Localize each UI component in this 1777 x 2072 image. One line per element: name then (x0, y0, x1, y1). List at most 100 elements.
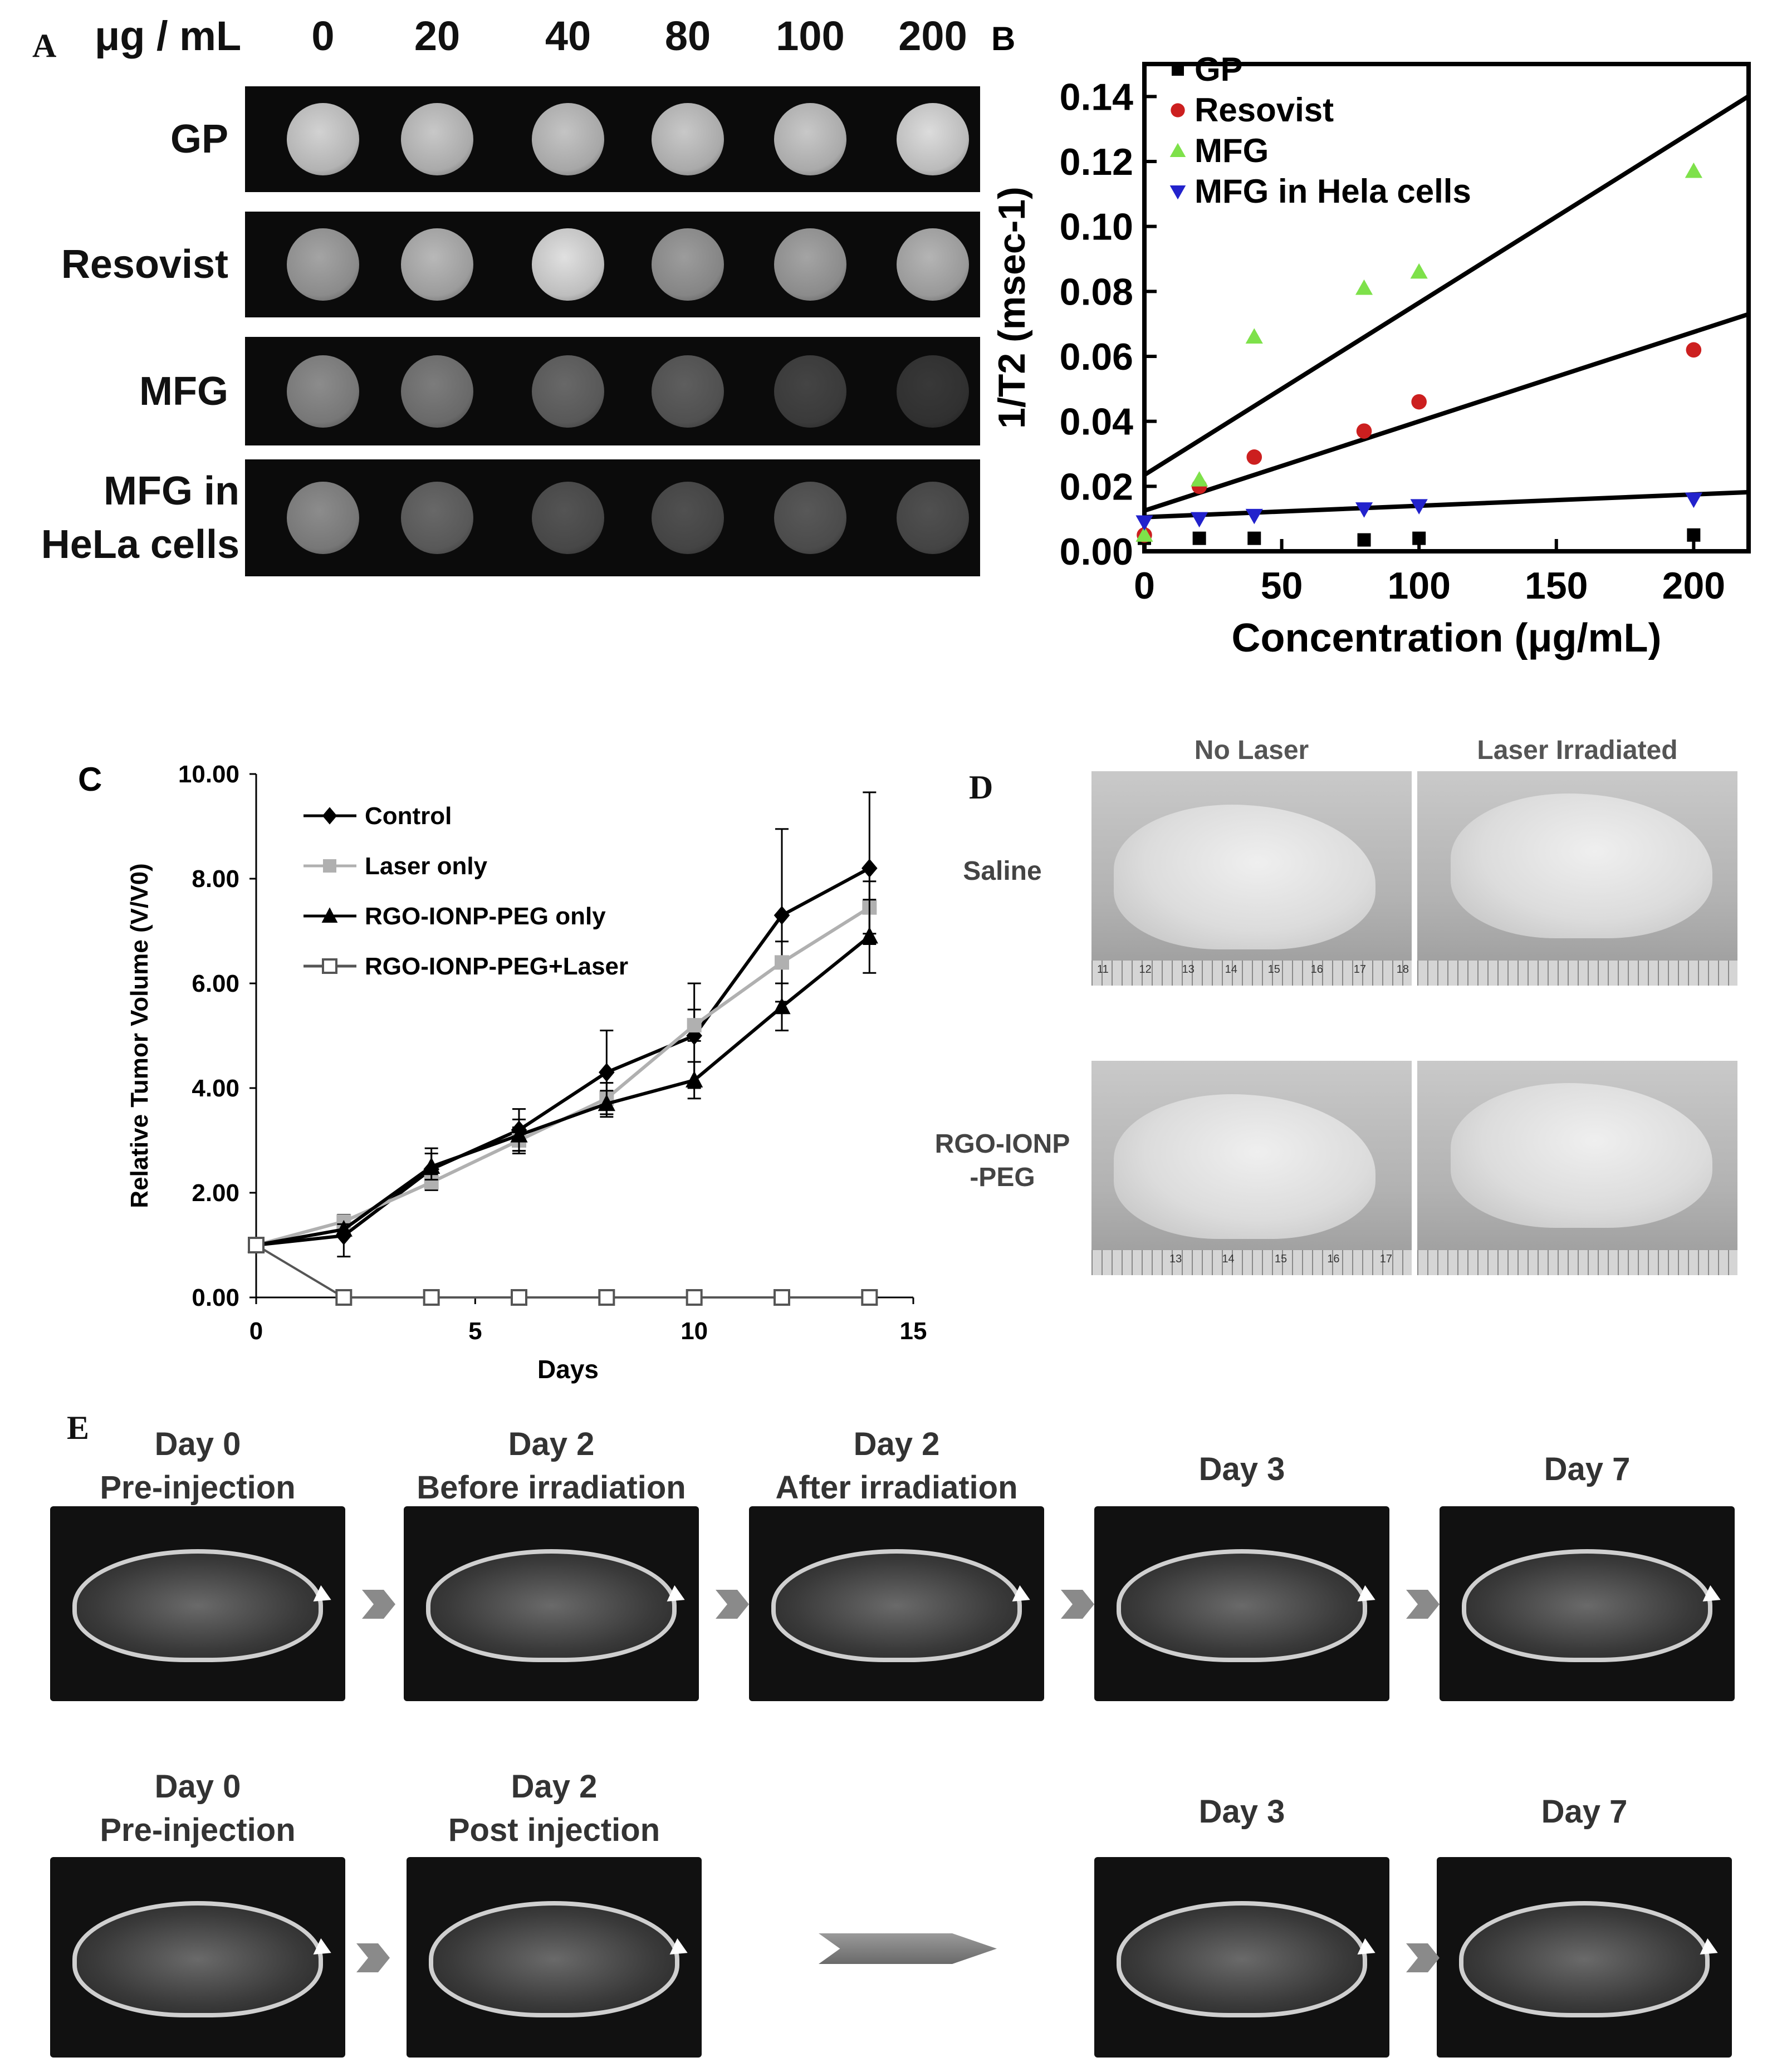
phantom-well (652, 355, 724, 428)
ruler (1417, 1250, 1737, 1275)
sequence-chevron (1061, 1590, 1094, 1619)
row-label-line: Resovist (61, 242, 228, 287)
y-tick-label: 4.00 (192, 1075, 239, 1102)
data-point (1410, 263, 1428, 279)
phantom-well (401, 228, 473, 301)
mri-strip-4 (245, 459, 980, 576)
y-tick-label: 0.00 (192, 1284, 239, 1311)
data-point (1412, 531, 1426, 545)
data-point (322, 958, 337, 974)
mri-caption: Day 2 Before irradiation (387, 1423, 716, 1510)
photo-column-header: No Laser (1194, 736, 1309, 765)
data-point (1169, 143, 1186, 157)
ruler-number: 14 (1222, 1253, 1235, 1265)
phantom-well (897, 228, 969, 301)
fit-line (1144, 489, 1749, 520)
mri-scan (50, 1506, 345, 1701)
y-tick-label: 2.00 (192, 1179, 239, 1207)
mouse-cross-section (429, 1901, 679, 2017)
data-point (322, 807, 337, 825)
photo-row-label-line: RGO-IONP (934, 1129, 1070, 1159)
mri-scan (404, 1506, 699, 1701)
data-point (861, 1289, 878, 1306)
data-point (1169, 185, 1186, 200)
mouse-photo: 11 12 13 14 15 16 17 18 (1091, 771, 1412, 986)
mri-caption: Day 3 (1078, 1790, 1406, 1834)
concentration-label: 0 (311, 13, 335, 59)
data-point (598, 1094, 615, 1111)
data-point (1191, 512, 1208, 528)
photo-row-label-line: -PEG (970, 1163, 1035, 1192)
data-point (775, 955, 789, 970)
mri-scan (749, 1506, 1044, 1701)
data-point (248, 1237, 265, 1253)
data-point (1135, 515, 1153, 531)
data-point (335, 1219, 353, 1237)
y-tick-label: 0.08 (1060, 271, 1133, 313)
phantom-well (652, 482, 724, 554)
row-label: GP (6, 112, 228, 166)
photo-row-label-line: Saline (963, 856, 1042, 886)
x-axis-label: Days (537, 1355, 599, 1384)
ruler (1417, 961, 1737, 986)
ruler-number: 15 (1274, 1253, 1288, 1265)
mri-caption-line: Day 3 (1198, 1794, 1285, 1830)
x-tick-label: 200 (1662, 565, 1725, 607)
data-point (1357, 533, 1371, 547)
row-label-line: HeLa cells (41, 522, 239, 567)
plot-frame (1142, 62, 1751, 553)
y-tick-label: 0.04 (1060, 401, 1134, 443)
mouse-photo (1417, 771, 1737, 986)
legend-label: Resovist (1195, 91, 1334, 129)
panel-b-chart: B 0 50 100 150 200 0.00 0.02 0.04 0.06 0.08 0.10 0.1… (991, 20, 1751, 660)
data-point (1687, 528, 1701, 542)
data-point (1355, 279, 1373, 295)
ruler-number: 12 (1139, 963, 1152, 976)
x-axis-label: Concentration (μg/mL) (1232, 616, 1662, 660)
phantom-well (774, 228, 846, 301)
panel-a-letter: A (32, 27, 57, 64)
mri-caption: Day 2 Post injection (390, 1765, 718, 1852)
data-point (1685, 492, 1702, 508)
phantom-well (401, 103, 473, 175)
ruler-number: 14 (1225, 963, 1237, 976)
mouse-cross-section (1117, 1901, 1367, 2017)
long-sequence-arrow (819, 1933, 997, 1964)
data-point (1355, 502, 1373, 518)
row-label-line: MFG (139, 369, 228, 414)
mri-caption-line: Day 2 (511, 1769, 598, 1805)
mri-strip-3 (245, 337, 980, 445)
mri-caption-line: Day 2 (508, 1426, 595, 1462)
data-point (1191, 471, 1208, 487)
legend-label: Control (365, 802, 452, 830)
ruler (1091, 961, 1412, 986)
data-point (1135, 526, 1153, 542)
mri-caption: Day 3 (1078, 1448, 1406, 1491)
mouse-photo: 13 14 15 16 17 (1091, 1061, 1412, 1275)
data-point (1192, 531, 1206, 545)
phantom-well (401, 355, 473, 428)
data-point (1172, 63, 1184, 76)
data-point (1685, 162, 1702, 178)
phantom-well (401, 482, 473, 554)
legend-label: RGO-IONP-PEG only (365, 903, 606, 930)
panel-d-letter: D (969, 769, 993, 806)
row-label: Resovist (6, 238, 228, 291)
data-point (687, 1018, 702, 1033)
panel-c-letter: C (78, 761, 102, 798)
panel-c-chart: C 0.00 2.00 4.00 6.00 8.00 10.00 0 5 10 15 Days Rela… (78, 761, 927, 1384)
mri-caption-line: Day 7 (1544, 1451, 1631, 1487)
legend-label: MFG (1195, 132, 1269, 169)
data-point (1410, 499, 1428, 515)
sequence-chevron (716, 1590, 749, 1619)
mouse-body (1114, 805, 1375, 949)
mri-scan (1440, 1506, 1735, 1701)
mri-caption-line: Post injection (448, 1812, 660, 1848)
mri-caption-line: Day 0 (154, 1769, 241, 1805)
mouse-cross-section (72, 1549, 323, 1662)
y-tick-label: 0.10 (1060, 206, 1133, 248)
mri-caption: Day 7 (1420, 1790, 1749, 1834)
sequence-chevron (356, 1943, 390, 1972)
mri-caption: Day 7 (1423, 1448, 1751, 1491)
phantom-well (652, 228, 724, 301)
